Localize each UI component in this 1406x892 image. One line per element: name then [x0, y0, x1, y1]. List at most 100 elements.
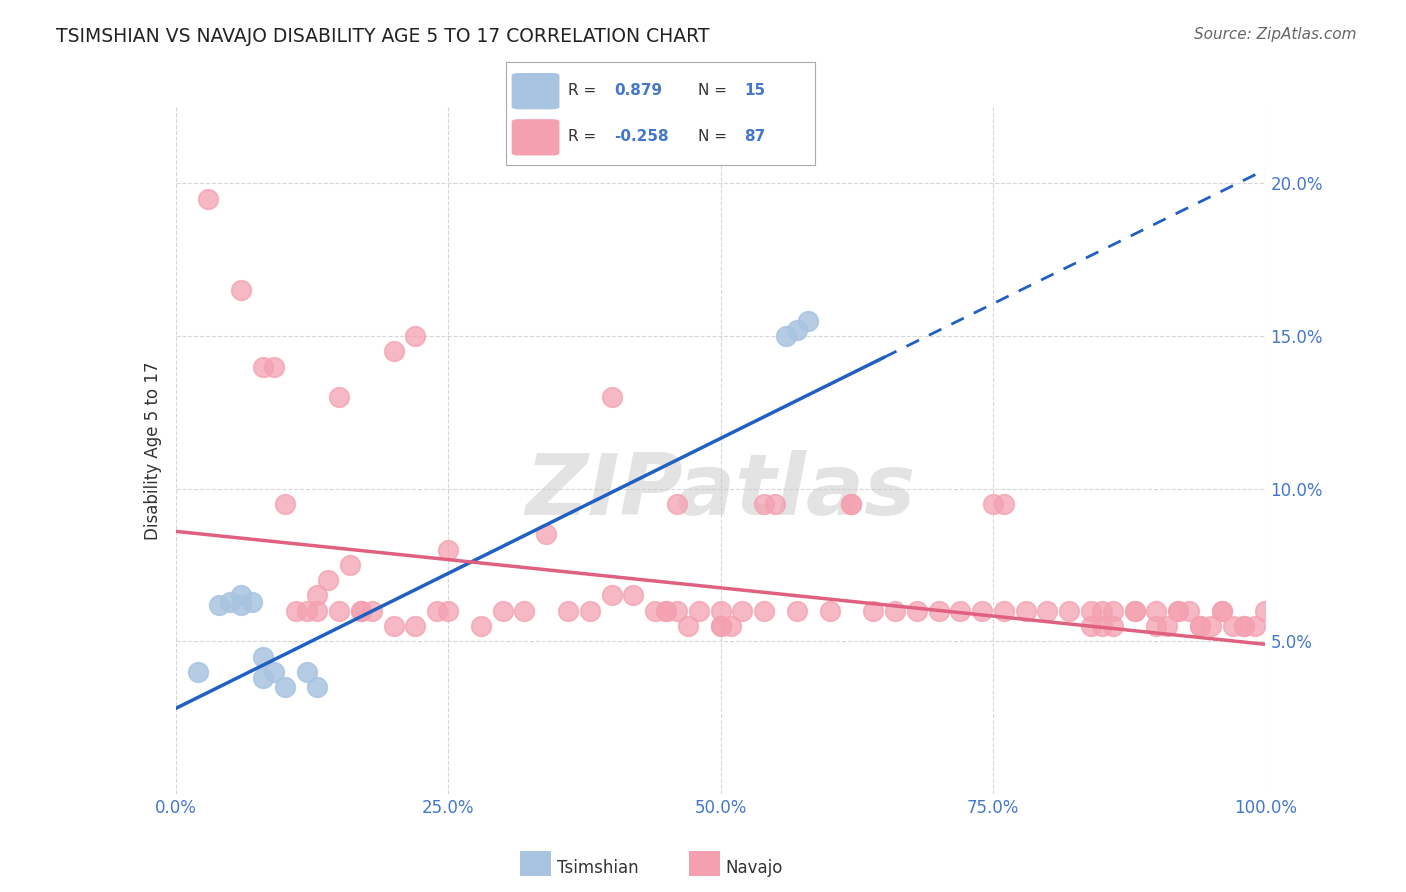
Point — [1091, 619, 1114, 633]
Point — [295, 604, 318, 618]
Point — [339, 558, 361, 572]
Point — [818, 604, 841, 618]
Point — [970, 604, 993, 618]
Point — [644, 604, 666, 618]
Point — [1144, 619, 1167, 633]
Point — [252, 359, 274, 374]
Text: R =: R = — [568, 83, 596, 97]
Point — [754, 604, 776, 618]
Point — [1243, 619, 1265, 633]
Point — [307, 604, 329, 618]
Point — [557, 604, 579, 618]
Point — [710, 619, 733, 633]
Point — [655, 604, 678, 618]
Point — [197, 192, 219, 206]
Point — [1211, 604, 1233, 618]
Point — [360, 604, 382, 618]
Point — [1015, 604, 1038, 618]
Point — [688, 604, 710, 618]
Point — [350, 604, 373, 618]
Point — [252, 671, 274, 685]
Point — [1123, 604, 1146, 618]
Point — [382, 619, 405, 633]
Point — [676, 619, 699, 633]
Point — [1232, 619, 1256, 633]
Point — [318, 573, 340, 587]
Point — [437, 604, 460, 618]
Point — [307, 589, 329, 603]
Point — [763, 497, 786, 511]
Point — [263, 359, 285, 374]
Point — [1102, 619, 1125, 633]
Point — [231, 589, 253, 603]
Point — [437, 542, 460, 557]
Point — [328, 390, 350, 404]
Point — [710, 604, 733, 618]
FancyBboxPatch shape — [512, 74, 558, 109]
Point — [274, 680, 297, 694]
Point — [405, 619, 427, 633]
Point — [1167, 604, 1189, 618]
Point — [884, 604, 907, 618]
Text: R =: R = — [568, 128, 596, 144]
Point — [928, 604, 950, 618]
Text: TSIMSHIAN VS NAVAJO DISABILITY AGE 5 TO 17 CORRELATION CHART: TSIMSHIAN VS NAVAJO DISABILITY AGE 5 TO … — [56, 27, 710, 45]
Point — [796, 314, 818, 328]
Point — [710, 619, 733, 633]
Point — [1189, 619, 1212, 633]
Text: 15: 15 — [744, 83, 765, 97]
Point — [600, 589, 623, 603]
Point — [1080, 604, 1102, 618]
FancyBboxPatch shape — [512, 120, 558, 155]
Point — [1178, 604, 1201, 618]
Point — [1080, 619, 1102, 633]
Point — [186, 665, 209, 679]
Text: Navajo: Navajo — [725, 859, 783, 877]
Point — [666, 604, 689, 618]
Point — [1144, 604, 1167, 618]
Point — [993, 604, 1015, 618]
Point — [492, 604, 515, 618]
Point — [328, 604, 350, 618]
Point — [252, 649, 274, 664]
Point — [1167, 604, 1189, 618]
Point — [862, 604, 884, 618]
Point — [775, 329, 797, 343]
Text: 0.879: 0.879 — [614, 83, 662, 97]
Point — [231, 283, 253, 297]
Point — [470, 619, 492, 633]
Point — [786, 323, 808, 337]
Point — [240, 594, 263, 608]
Point — [513, 604, 536, 618]
Y-axis label: Disability Age 5 to 17: Disability Age 5 to 17 — [143, 361, 162, 540]
Point — [1222, 619, 1244, 633]
Point — [905, 604, 928, 618]
Point — [579, 604, 602, 618]
Point — [1102, 604, 1125, 618]
Text: N =: N = — [697, 128, 727, 144]
Point — [426, 604, 449, 618]
Point — [1057, 604, 1080, 618]
Point — [993, 497, 1015, 511]
Point — [350, 604, 373, 618]
Point — [1189, 619, 1212, 633]
Point — [786, 604, 808, 618]
Point — [731, 604, 754, 618]
Point — [405, 329, 427, 343]
Point — [981, 497, 1004, 511]
Point — [263, 665, 285, 679]
Point — [621, 589, 644, 603]
Text: ZIPatlas: ZIPatlas — [526, 450, 915, 533]
Point — [1254, 604, 1277, 618]
Point — [720, 619, 742, 633]
Text: -0.258: -0.258 — [614, 128, 669, 144]
Point — [1036, 604, 1059, 618]
Point — [307, 680, 329, 694]
Point — [1232, 619, 1256, 633]
Point — [949, 604, 972, 618]
Point — [295, 665, 318, 679]
Point — [219, 594, 242, 608]
Point — [231, 598, 253, 612]
Point — [208, 598, 231, 612]
Point — [666, 497, 689, 511]
